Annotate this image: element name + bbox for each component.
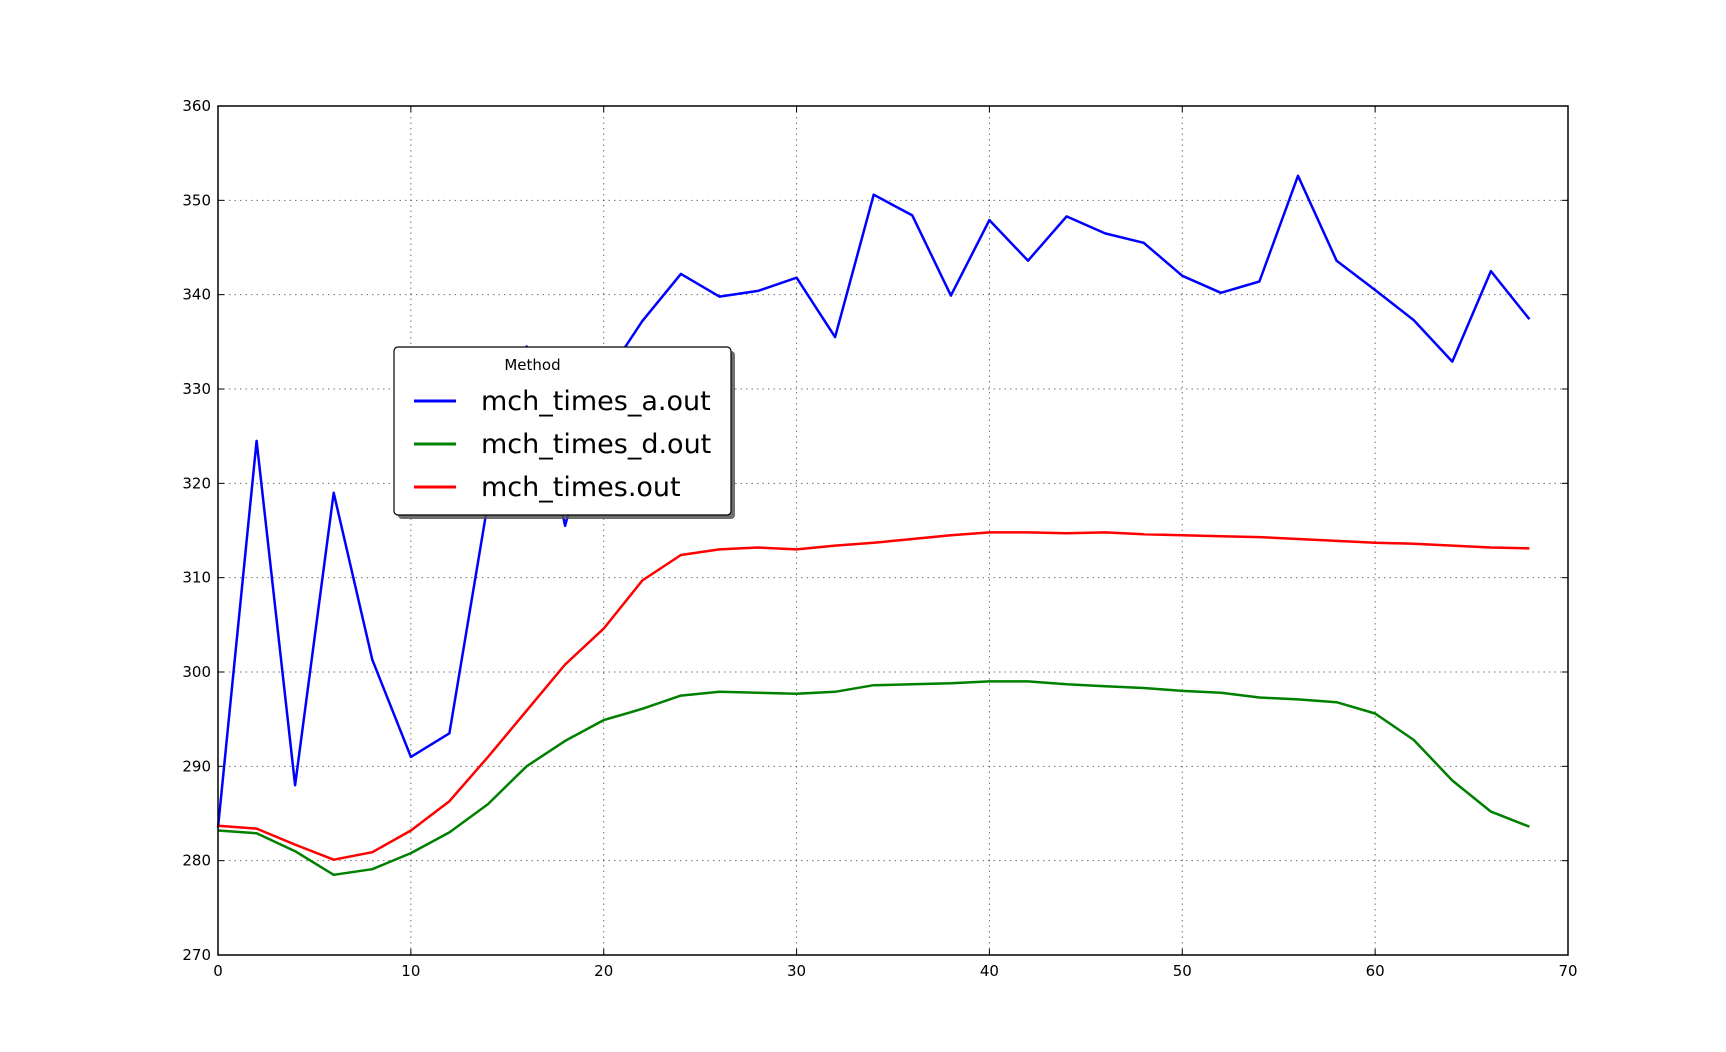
- x-tick-label: 10: [401, 962, 420, 980]
- x-tick-label: 50: [1173, 962, 1192, 980]
- y-tick-label: 300: [182, 663, 211, 681]
- y-tick-label: 270: [182, 946, 211, 964]
- y-tick-label: 330: [182, 380, 211, 398]
- legend-box: [393, 346, 732, 516]
- plot-area-frame: [217, 105, 1569, 956]
- y-tick-label: 350: [182, 191, 211, 209]
- legend-label: mch_times_a.out: [481, 386, 711, 417]
- grid-layer: [218, 106, 1568, 955]
- y-tick-label: 310: [182, 569, 211, 587]
- x-tick-label: 70: [1558, 962, 1577, 980]
- y-tick-label: 290: [182, 757, 211, 775]
- x-tick-label: 60: [1366, 962, 1385, 980]
- tick-layer: 0 10 20 30 40 50 60 70 270 280 290 300 310 320 330 340 3…: [182, 97, 1577, 980]
- x-tick-label: 40: [980, 962, 999, 980]
- series-line-mch-times-d-out: [217, 680, 1530, 877]
- legend: Method mch_times_a.out mch_times_d.out mch_…: [393, 346, 735, 519]
- x-tick-label: 0: [213, 962, 223, 980]
- legend-label: mch_times.out: [481, 472, 681, 503]
- y-tick-label: 280: [182, 852, 211, 870]
- series-layer: [216, 174, 1531, 877]
- legend-label: mch_times_d.out: [481, 429, 711, 460]
- x-tick-label: 20: [594, 962, 613, 980]
- y-tick-label: 340: [182, 286, 211, 304]
- y-tick-label: 360: [182, 97, 211, 115]
- series-line-mch-times-a-out: [216, 174, 1531, 828]
- y-tick-label: 320: [182, 474, 211, 492]
- x-tick-label: 30: [787, 962, 806, 980]
- legend-title: Method: [504, 356, 560, 374]
- series-line-mch-times-out: [217, 531, 1530, 861]
